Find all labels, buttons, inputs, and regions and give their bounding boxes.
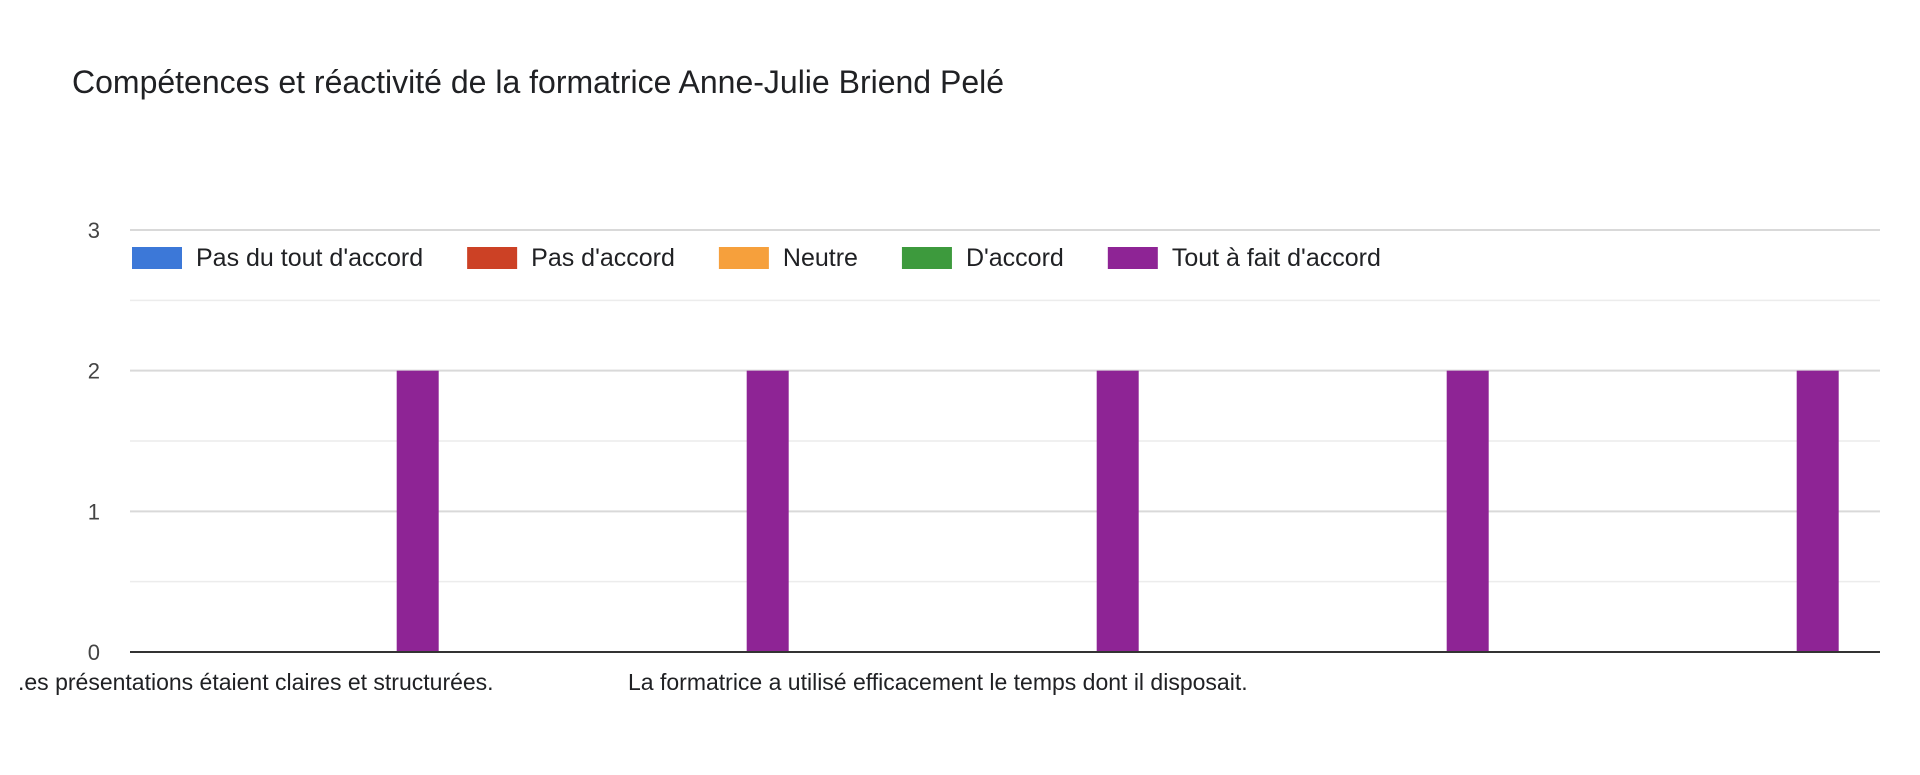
x-tick-label: La formatrice a utilisé efficacement le … [628, 669, 1248, 695]
x-tick-labels: .es présentations étaient claires et str… [18, 669, 1248, 695]
bars [396, 370, 1839, 652]
legend-swatch [1107, 247, 1158, 269]
chart-title: Compétences et réactivité de la formatri… [72, 64, 1005, 100]
y-tick-label: 2 [88, 359, 100, 384]
gridlines [130, 229, 1880, 583]
legend-label: Tout à fait d'accord [1172, 244, 1381, 272]
legend-swatch [132, 247, 182, 269]
legend-swatch [718, 247, 769, 269]
legend-label: Neutre [783, 244, 858, 272]
legend-label: D'accord [966, 244, 1064, 272]
legend-label: Pas du tout d'accord [196, 244, 423, 272]
y-tick-label: 3 [88, 218, 100, 243]
y-tick-label: 1 [88, 499, 100, 524]
x-tick-label: .es présentations étaient claires et str… [18, 669, 494, 695]
legend-label: Pas d'accord [531, 244, 675, 272]
bar [746, 370, 789, 652]
legend-swatch [901, 247, 952, 269]
bar [1446, 370, 1489, 652]
y-tick-label: 0 [88, 640, 100, 665]
bar [1096, 370, 1139, 652]
legend: Pas du tout d'accord Pas d'accord Neutre D'… [132, 244, 1381, 272]
y-tick-labels: 0 1 2 3 [88, 218, 100, 665]
bar [1796, 370, 1839, 652]
bar [396, 370, 439, 652]
legend-swatch [467, 247, 518, 269]
